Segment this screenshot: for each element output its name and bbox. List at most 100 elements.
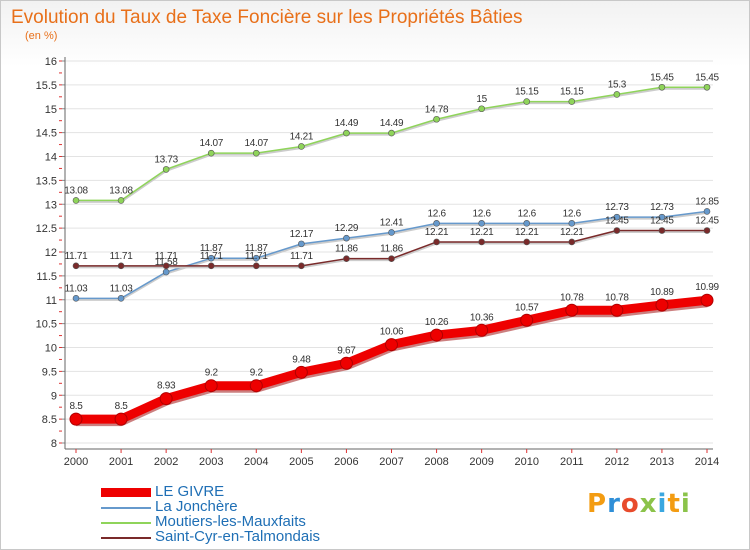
x-tick-label: 2003 (199, 456, 223, 468)
data-label: 12.21 (560, 227, 584, 238)
data-point (523, 238, 531, 246)
data-point (69, 412, 83, 426)
data-label: 8.5 (115, 401, 129, 412)
data-label: 14.49 (335, 118, 359, 129)
legend-label: Saint-Cyr-en-Talmondais (155, 528, 321, 545)
data-label: 10.36 (470, 312, 494, 323)
x-tick-label: 2005 (289, 456, 313, 468)
data-point (478, 105, 485, 113)
data-label: 11.86 (380, 244, 404, 255)
proxiti-logo: Proxiti (587, 489, 691, 519)
legend-swatch (101, 488, 151, 497)
data-label: 9.2 (205, 368, 219, 379)
data-point (565, 303, 579, 317)
y-tick-label: 15 (45, 104, 57, 116)
data-label: 12.6 (563, 208, 582, 219)
y-tick-label: 13 (45, 199, 57, 211)
data-label: 12.21 (515, 227, 539, 238)
data-point (162, 268, 170, 276)
logo-letter: x (639, 489, 658, 519)
logo-letter: P (587, 489, 608, 519)
data-point (298, 262, 305, 270)
data-point (207, 149, 215, 157)
x-tick-label: 2007 (379, 456, 403, 468)
y-tick-label: 8 (51, 438, 57, 450)
logo-letter: r (607, 489, 621, 519)
data-point (568, 98, 576, 105)
data-point (117, 197, 125, 204)
x-tick-label: 2011 (560, 456, 584, 468)
data-point (433, 220, 440, 227)
legend-swatch (101, 522, 151, 524)
data-label: 11.71 (290, 251, 314, 262)
data-point (703, 83, 711, 91)
x-tick-label: 2009 (469, 456, 493, 468)
data-label: 10.57 (515, 302, 539, 313)
data-label: 15.15 (515, 87, 539, 98)
y-tick-label: 12.5 (36, 223, 57, 235)
data-point (388, 255, 395, 262)
data-label: 11.87 (200, 243, 224, 254)
y-tick-label: 10.5 (36, 319, 57, 331)
data-point (298, 240, 305, 248)
data-point (343, 234, 350, 242)
data-point (72, 197, 80, 204)
legend-swatch (101, 537, 151, 539)
data-label: 12.21 (425, 227, 449, 238)
data-point (658, 227, 666, 234)
chart-subtitle: (en %) (25, 30, 58, 42)
data-point (658, 83, 666, 91)
y-tick-label: 15.5 (36, 80, 57, 92)
chart-title: Evolution du Taux de Taxe Foncière sur l… (11, 7, 523, 28)
y-tick-label: 13.5 (36, 175, 57, 187)
data-point (568, 220, 576, 227)
data-point (72, 262, 80, 270)
data-point (249, 379, 263, 393)
data-label: 11.86 (335, 244, 359, 255)
data-point (703, 227, 711, 234)
data-label: 14.21 (290, 131, 314, 142)
data-point (475, 323, 489, 337)
y-tick-label: 10 (45, 343, 57, 355)
y-tick-label: 9.5 (42, 366, 57, 378)
data-point (252, 254, 260, 262)
y-tick-label: 11 (46, 295, 57, 307)
data-point (162, 262, 170, 270)
y-tick-label: 14.5 (36, 128, 57, 140)
data-label: 12.17 (290, 229, 314, 240)
data-label: 11.03 (110, 283, 134, 294)
data-label: 12.73 (605, 202, 629, 213)
data-label: 9.48 (292, 354, 311, 365)
data-point (610, 303, 624, 317)
data-point (162, 166, 170, 173)
data-point (613, 227, 621, 234)
x-tick-label: 2013 (650, 456, 674, 468)
legend-swatch (101, 507, 151, 509)
data-point (117, 262, 125, 270)
data-point (655, 298, 669, 312)
data-point (343, 255, 350, 262)
series-shadow (76, 297, 708, 427)
legend-label: Moutiers-les-Mauxfaits (155, 513, 306, 530)
data-label: 8.93 (157, 381, 176, 392)
data-label: 12.6 (518, 208, 537, 219)
data-label: 14.07 (199, 138, 223, 149)
data-label: 15 (476, 94, 487, 105)
data-label: 14.78 (425, 104, 449, 115)
data-label: 12.45 (650, 216, 674, 227)
data-point (703, 208, 711, 215)
data-point (433, 238, 440, 246)
data-label: 12.45 (695, 216, 719, 227)
data-label: 10.78 (560, 292, 584, 303)
x-tick-label: 2012 (605, 456, 629, 468)
data-point (388, 229, 395, 236)
x-tick-label: 2008 (424, 456, 448, 468)
data-point (520, 313, 534, 327)
y-tick-label: 16 (45, 56, 57, 68)
data-point (298, 143, 305, 150)
logo-letter: o (620, 489, 640, 519)
data-label: 10.78 (605, 292, 629, 303)
data-label: 10.26 (425, 317, 449, 328)
data-label: 12.73 (650, 202, 674, 213)
